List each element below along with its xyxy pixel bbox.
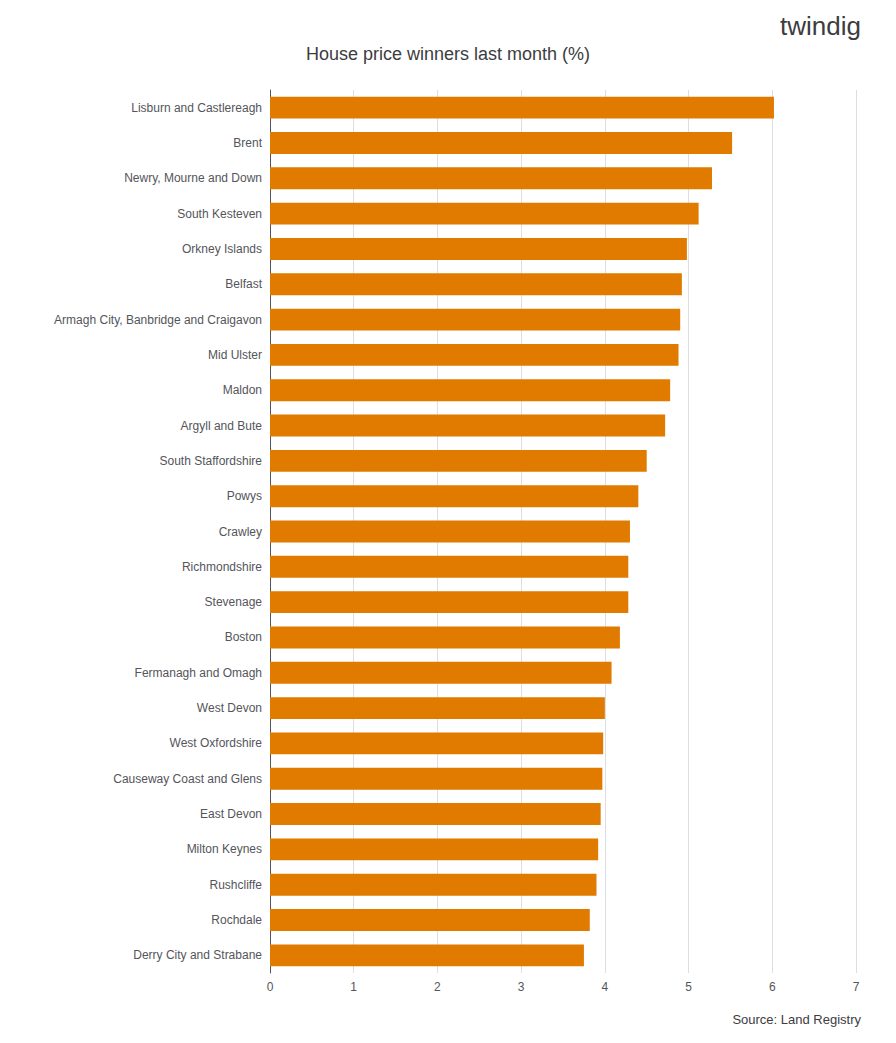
- svg-text:Stevenage: Stevenage: [205, 595, 263, 609]
- svg-text:twindig: twindig: [780, 11, 861, 41]
- svg-text:Crawley: Crawley: [219, 525, 262, 539]
- svg-text:Boston: Boston: [225, 630, 262, 644]
- svg-text:3: 3: [518, 980, 525, 994]
- svg-text:West Devon: West Devon: [197, 701, 262, 715]
- svg-text:House price winners last month: House price winners last month (%): [306, 44, 590, 64]
- svg-text:Brent: Brent: [233, 136, 262, 150]
- svg-text:Belfast: Belfast: [225, 277, 262, 291]
- svg-text:Rushcliffe: Rushcliffe: [210, 878, 263, 892]
- svg-text:Fermanagh and Omagh: Fermanagh and Omagh: [135, 666, 262, 680]
- svg-text:Argyll and Bute: Argyll and Bute: [181, 419, 263, 433]
- svg-text:Derry City and Strabane: Derry City and Strabane: [133, 948, 262, 962]
- svg-text:South Staffordshire: South Staffordshire: [159, 454, 262, 468]
- svg-text:Mid Ulster: Mid Ulster: [208, 348, 262, 362]
- svg-text:South Kesteven: South Kesteven: [177, 207, 262, 221]
- svg-text:Milton Keynes: Milton Keynes: [187, 842, 262, 856]
- svg-text:Armagh City, Banbridge and Cra: Armagh City, Banbridge and Craigavon: [54, 313, 262, 327]
- svg-text:West Oxfordshire: West Oxfordshire: [170, 736, 263, 750]
- svg-text:Orkney Islands: Orkney Islands: [182, 242, 262, 256]
- svg-text:Newry, Mourne and Down: Newry, Mourne and Down: [124, 171, 262, 185]
- svg-text:6: 6: [769, 980, 776, 994]
- svg-text:Richmondshire: Richmondshire: [182, 560, 262, 574]
- svg-text:1: 1: [350, 980, 357, 994]
- svg-text:Causeway Coast and Glens: Causeway Coast and Glens: [113, 772, 262, 786]
- svg-text:Maldon: Maldon: [223, 383, 262, 397]
- svg-text:7: 7: [853, 980, 860, 994]
- svg-text:Powys: Powys: [227, 489, 262, 503]
- svg-text:2: 2: [434, 980, 441, 994]
- svg-text:Rochdale: Rochdale: [211, 913, 262, 927]
- svg-text:5: 5: [685, 980, 692, 994]
- svg-text:Source: Land Registry: Source: Land Registry: [732, 1012, 861, 1027]
- svg-text:0: 0: [267, 980, 274, 994]
- svg-text:East Devon: East Devon: [200, 807, 262, 821]
- svg-text:Lisburn and Castlereagh: Lisburn and Castlereagh: [131, 101, 262, 115]
- svg-text:4: 4: [602, 980, 609, 994]
